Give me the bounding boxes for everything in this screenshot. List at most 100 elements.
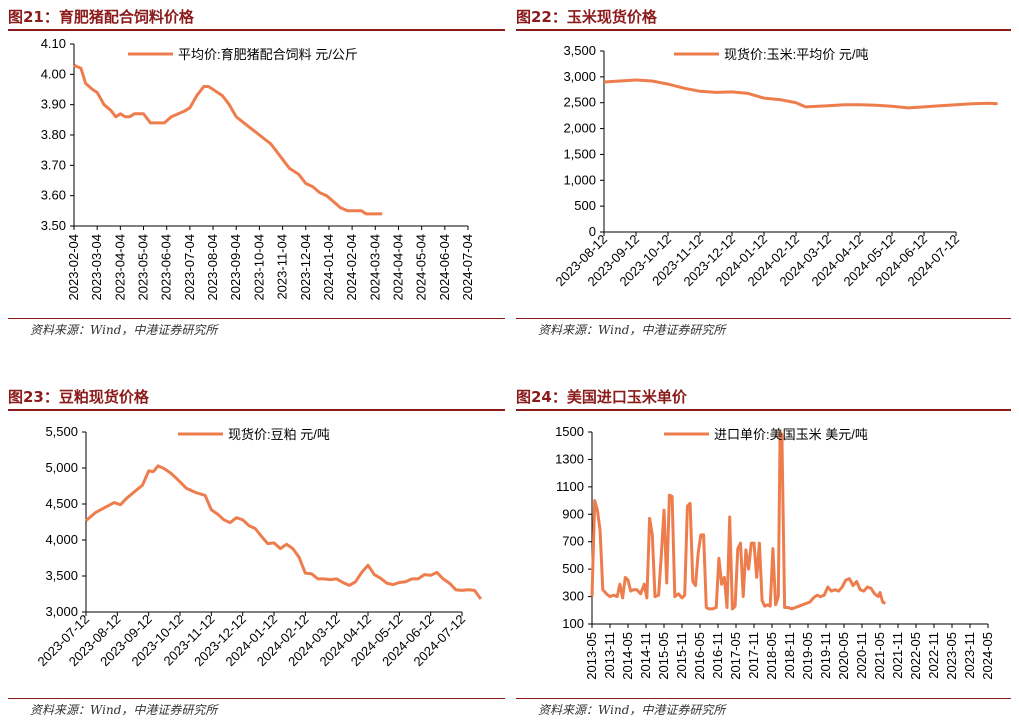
y-tick-label: 4.00: [41, 66, 66, 81]
y-tick-label: 3.90: [41, 97, 66, 112]
x-tick-label: 2015-05: [656, 632, 671, 680]
title-rule: [8, 409, 505, 411]
x-tick-label: 2023-05-04: [136, 234, 151, 301]
y-tick-label: 500: [574, 198, 596, 213]
series-line: [590, 430, 887, 611]
x-tick-label: 2016-11: [710, 632, 725, 679]
x-tick-label: 2014-05: [620, 632, 635, 680]
source-rule: [516, 318, 1011, 319]
y-tick-label: 4,500: [45, 496, 78, 511]
x-tick-label: 2013-11: [602, 632, 617, 679]
legend-label: 平均价:育肥猪配合饲料 元/公斤: [178, 47, 358, 62]
legend-label: 进口单价:美国玉米 美元/吨: [714, 427, 868, 442]
x-tick-label: 2024-05: [980, 632, 995, 680]
y-tick-label: 300: [562, 589, 584, 604]
y-tick-label: 1500: [555, 424, 584, 439]
x-tick-label: 2024-04-04: [390, 234, 405, 301]
source-note: 资料来源：Wind，中港证券研究所: [30, 323, 218, 337]
x-tick-label: 2024-01-04: [321, 234, 336, 301]
chart-fig22: 3,5003,0002,5002,0001,5001,00050002023-0…: [552, 43, 998, 289]
y-tick-label: 3.50: [41, 218, 66, 233]
panel-title: 图22：玉米现货价格: [516, 8, 657, 26]
title-rule: [516, 409, 1011, 411]
x-tick-label: 2023-08-04: [205, 234, 220, 300]
y-tick-label: 4,000: [45, 532, 78, 547]
x-tick-label: 2018-05: [764, 632, 779, 680]
y-tick-label: 3.70: [41, 157, 66, 172]
source-note: 资料来源：Wind，中港证券研究所: [538, 703, 726, 717]
series-line: [85, 464, 483, 600]
source-rule: [8, 318, 505, 319]
source-rule: [516, 698, 1011, 699]
x-tick-label: 2019-11: [818, 632, 833, 679]
x-tick-label: 2016-05: [692, 632, 707, 680]
title-rule: [8, 29, 505, 31]
y-tick-label: 1,500: [563, 146, 596, 161]
x-tick-label: 2017-11: [746, 632, 761, 679]
y-tick-label: 3,000: [45, 604, 78, 619]
x-tick-label: 2023-09-04: [228, 234, 243, 301]
legend-label: 现货价:豆粕 元/吨: [228, 427, 330, 442]
y-tick-label: 700: [562, 534, 584, 549]
x-tick-label: 2023-05: [944, 632, 959, 680]
panel-fig24: 图24：美国进口玉米单价 1500 1300 1100 900 700 500 300 100…: [516, 384, 1011, 721]
x-tick-label: 2024-03-04: [367, 234, 382, 301]
y-tick-label: 5,000: [45, 460, 78, 475]
x-tick-label: 2022-11: [926, 632, 941, 679]
y-tick-label: 1,000: [563, 172, 596, 187]
y-tick-label: 3,500: [563, 43, 596, 58]
x-tick-label: 2023-10-04: [251, 234, 266, 301]
y-tick-label: 4.10: [41, 36, 66, 51]
y-tick-label: 1300: [555, 451, 584, 466]
y-tick-label: 900: [562, 506, 584, 521]
y-tick-label: 2,500: [563, 95, 596, 110]
y-tick-label: 2,000: [563, 121, 596, 136]
y-tick-label: 3.60: [41, 188, 66, 203]
x-tick-label: 2020-11: [854, 632, 869, 679]
x-tick-label: 2023-12-04: [298, 234, 313, 301]
y-tick-label: 3,500: [45, 568, 78, 583]
y-tick-label: 1100: [556, 479, 584, 494]
x-tick-label: 2024-02-04: [344, 234, 359, 301]
panel-fig22: 图22：玉米现货价格 3,500 3,000 2,500 2,000 1,500 1,00…: [516, 0, 1011, 345]
x-tick-label: 2023-04-04: [112, 234, 127, 301]
x-tick-label: 2023-03-04: [89, 234, 104, 301]
y-tick-label: 0: [589, 224, 596, 239]
x-tick-label: 2020-05: [836, 632, 851, 680]
chart-fig23: 5,5005,0004,5004,0003,5003,0002023-07-12…: [34, 424, 483, 669]
x-tick-label: 2024-05-04: [414, 234, 429, 301]
x-tick-label: 2022-05: [908, 632, 923, 680]
x-tick-label: 2015-11: [674, 632, 689, 679]
x-tick-label: 2021-05: [872, 632, 887, 680]
panel-title: 图23：豆粕现货价格: [8, 388, 149, 406]
x-tick-label: 2023-02-04: [66, 234, 81, 301]
panel-fig23: 图23：豆粕现货价格 5,500 5,000 4,500 4,000 3,500 3,00…: [8, 384, 505, 721]
y-tick-label: 3.80: [41, 127, 66, 142]
x-tick-label: 2023-11-04: [275, 234, 290, 300]
source-note: 资料来源：Wind，中港证券研究所: [30, 703, 218, 717]
legend-label: 现货价:玉米:平均价 元/吨: [724, 47, 868, 62]
panel-fig21: 图21：育肥猪配合饲料价格 4.10 4.00 3.90 3.80 3.70 3.60 3.…: [8, 0, 505, 345]
x-tick-label: 2018-11: [782, 632, 797, 679]
y-tick-label: 3,000: [563, 69, 596, 84]
y-tick-label: 5,500: [45, 424, 78, 439]
series-line: [603, 78, 998, 110]
y-tick-label: 500: [562, 561, 584, 576]
panel-title: 图24：美国进口玉米单价: [516, 388, 687, 406]
x-tick-label: 2023-07-04: [182, 234, 197, 301]
x-tick-label: 2024-07-04: [460, 234, 475, 301]
x-tick-label: 2013-05: [584, 632, 599, 680]
x-tick-label: 2023-11: [962, 632, 977, 679]
x-tick-label: 2017-05: [728, 632, 743, 680]
x-tick-label: 2021-11: [890, 632, 905, 679]
source-rule: [8, 698, 505, 699]
title-rule: [516, 29, 1011, 31]
x-tick-label: 2019-05: [800, 632, 815, 680]
x-tick-label: 2024-06-04: [437, 234, 452, 301]
source-note: 资料来源：Wind，中港证券研究所: [538, 323, 726, 337]
x-tick-label: 2014-11: [638, 632, 653, 679]
x-tick-label: 2023-06-04: [159, 234, 174, 301]
y-tick-label: 100: [562, 616, 584, 631]
